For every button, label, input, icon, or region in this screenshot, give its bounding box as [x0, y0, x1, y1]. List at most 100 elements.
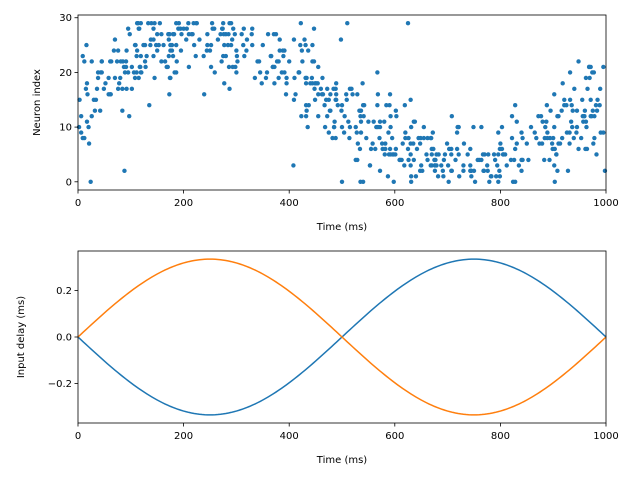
- spike-point: [326, 97, 331, 102]
- spike-point: [468, 168, 474, 174]
- spike-point: [489, 174, 494, 179]
- spike-point: [112, 37, 118, 42]
- spike-point: [446, 146, 452, 152]
- spike-point: [537, 141, 542, 146]
- spike-point: [375, 70, 380, 75]
- spike-point: [496, 130, 501, 135]
- spike-point: [142, 59, 148, 64]
- spike-point: [405, 21, 411, 26]
- spike-point: [316, 64, 321, 70]
- raster-x-tick-label: 800: [491, 198, 510, 209]
- spike-point: [367, 163, 373, 168]
- raster-y-ticks: 0 10 20 30: [59, 13, 78, 188]
- spike-point: [354, 130, 359, 135]
- spike-point: [178, 26, 183, 31]
- spike-point: [387, 92, 393, 97]
- spike-point: [597, 86, 603, 92]
- spike-point: [179, 31, 184, 37]
- spike-point: [414, 146, 420, 152]
- spike-point: [304, 75, 309, 81]
- spike-point: [567, 130, 572, 135]
- spike-point: [120, 108, 125, 113]
- spike-point: [576, 59, 581, 64]
- spike-point: [306, 48, 311, 53]
- spike-point: [454, 146, 460, 152]
- spike-point: [408, 152, 413, 157]
- spike-point: [138, 53, 144, 59]
- spike-point: [408, 124, 414, 130]
- spike-point: [386, 130, 391, 135]
- spike-point: [239, 31, 244, 37]
- spike-point: [592, 113, 597, 119]
- spike-point: [592, 135, 597, 141]
- spike-point: [559, 108, 564, 113]
- delay-x-tick-label: 600: [385, 431, 404, 442]
- spike-point: [485, 168, 490, 174]
- spike-point: [402, 103, 408, 108]
- spike-point: [310, 42, 315, 48]
- spike-point: [468, 163, 473, 168]
- spike-point: [408, 97, 413, 102]
- spike-point: [475, 157, 480, 163]
- spike-point: [520, 135, 525, 141]
- spike-point: [403, 130, 408, 135]
- delay-series-orange-line: [77, 258, 607, 416]
- spike-point: [291, 37, 297, 42]
- spike-point: [287, 59, 292, 64]
- spike-point: [123, 59, 129, 64]
- spike-point: [78, 130, 84, 135]
- spike-point: [431, 146, 436, 152]
- spike-point: [346, 119, 351, 124]
- spike-point: [574, 130, 579, 135]
- spike-point: [560, 81, 565, 86]
- spike-point: [590, 70, 595, 75]
- spike-point: [310, 81, 315, 86]
- spike-point: [549, 141, 555, 146]
- spike-point: [172, 70, 177, 75]
- spike-point: [332, 119, 337, 124]
- spike-point: [377, 135, 382, 141]
- spike-point: [152, 21, 157, 26]
- spike-point: [542, 157, 547, 163]
- spike-point: [108, 92, 113, 97]
- spike-point: [244, 48, 249, 53]
- spike-point: [229, 37, 235, 42]
- spike-point: [471, 124, 476, 130]
- spike-point: [542, 135, 547, 141]
- spike-point: [274, 59, 280, 64]
- spike-point: [303, 42, 308, 48]
- spike-point: [597, 103, 602, 108]
- spike-point: [134, 48, 140, 53]
- spike-point: [547, 157, 552, 163]
- spike-point: [170, 53, 176, 59]
- spike-point: [461, 141, 467, 146]
- spike-point: [552, 163, 557, 168]
- spike-point: [520, 157, 525, 163]
- spike-point: [256, 59, 262, 64]
- spike-point: [322, 103, 327, 108]
- spike-point: [333, 92, 339, 97]
- spike-point: [574, 108, 580, 113]
- spike-point: [583, 75, 589, 81]
- spike-point: [538, 113, 544, 119]
- spike-point: [326, 130, 331, 135]
- spike-point: [382, 152, 387, 157]
- spike-point: [449, 152, 454, 157]
- spike-point: [430, 130, 436, 135]
- raster-x-ticks: 0 200 400 600 800 1000: [75, 190, 619, 209]
- spike-point: [151, 26, 156, 31]
- spike-point: [328, 92, 333, 97]
- spike-point: [514, 119, 519, 124]
- spike-point: [242, 53, 247, 59]
- spike-point: [499, 124, 505, 130]
- spike-point: [118, 75, 123, 81]
- spike-point: [167, 75, 173, 81]
- spike-point: [512, 179, 518, 184]
- spike-point: [302, 37, 307, 42]
- spike-point: [120, 86, 125, 92]
- spike-point: [519, 168, 524, 174]
- spike-point: [225, 42, 231, 48]
- spike-point: [357, 108, 362, 113]
- spike-point: [425, 135, 430, 141]
- spike-point: [306, 103, 311, 108]
